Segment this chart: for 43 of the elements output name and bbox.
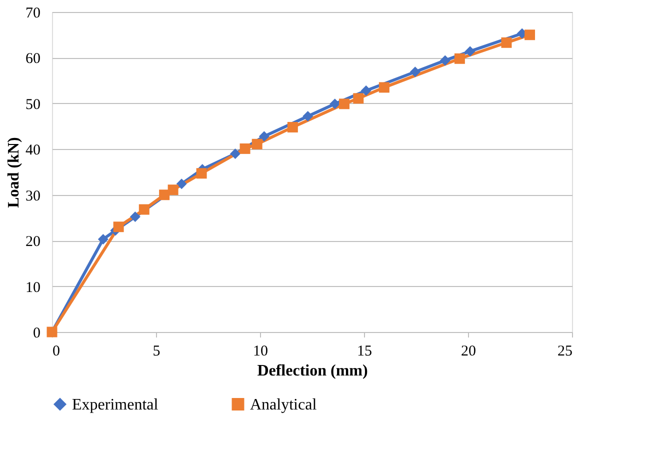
y-tick-label: 0	[33, 326, 40, 342]
point	[302, 110, 314, 122]
point	[130, 212, 140, 222]
x-tick-label: 5	[152, 344, 160, 360]
x-axis-title: Deflection (mm)	[257, 362, 368, 380]
point	[258, 131, 270, 142]
y-tick-label: 40	[26, 142, 40, 159]
point	[524, 30, 536, 40]
y-tick-label: 20	[26, 234, 40, 250]
x-tick-label: 10	[253, 344, 268, 360]
point	[176, 178, 187, 190]
x-tick-label: 20	[461, 344, 476, 360]
y-axis-title: Load (kN)	[6, 137, 22, 208]
point	[113, 222, 124, 232]
y-tick-label: 60	[26, 51, 40, 68]
point	[330, 98, 340, 110]
legend-label: Experimental	[72, 396, 159, 414]
point	[378, 82, 390, 93]
y-tick-label: 70	[26, 6, 40, 22]
point	[240, 143, 250, 154]
point	[410, 66, 420, 78]
point	[501, 37, 512, 48]
point	[168, 184, 178, 196]
x-tick-label: 25	[558, 344, 572, 360]
y-tick-label: 10	[26, 280, 40, 296]
point	[252, 138, 262, 150]
point	[138, 204, 150, 215]
point	[159, 190, 170, 200]
point	[230, 148, 240, 159]
point	[338, 98, 350, 110]
y-tick-label: 30	[26, 188, 40, 204]
point	[287, 122, 298, 132]
point	[454, 53, 465, 64]
point	[360, 85, 372, 96]
x-tick-label: 15	[357, 344, 372, 360]
point	[98, 234, 108, 244]
x-tick-label: 0	[52, 344, 60, 360]
point	[440, 55, 450, 66]
y-tick-label: 50	[26, 96, 40, 113]
point	[353, 93, 364, 104]
legend-label: Analytical	[250, 396, 318, 414]
point	[196, 168, 207, 179]
point	[464, 46, 476, 57]
